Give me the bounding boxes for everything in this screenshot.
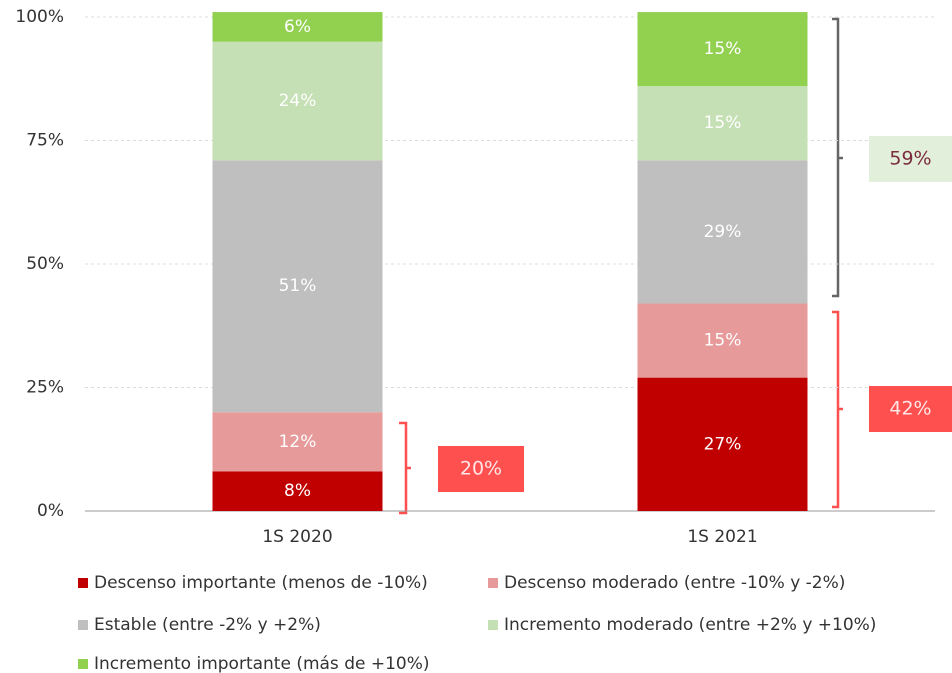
data-label: 15% [704,39,742,59]
bar-segment [212,412,383,472]
data-label: 8% [284,481,311,501]
bar-segment [212,12,383,42]
data-label: 12% [279,432,317,452]
bar-segment [637,377,808,511]
annotation-label: 59% [889,148,931,170]
y-tick-label: 50% [26,254,64,274]
bar-segment [637,303,808,378]
y-tick-label: 0% [37,501,64,521]
bracket [832,17,843,298]
legend-swatch [488,620,498,630]
data-label: 24% [279,91,317,111]
y-tick-label: 75% [26,131,64,151]
bar-segment [637,12,808,87]
legend-label: Estable (entre -2% y +2%) [94,615,321,635]
bar-segment [637,160,808,304]
data-label: 29% [704,222,742,242]
data-label: 15% [704,113,742,133]
bar-segment [212,41,383,161]
annotation-box [869,386,952,432]
y-tick-label: 25% [26,378,64,398]
data-label: 15% [704,331,742,351]
legend-label: Incremento moderado (entre +2% y +10%) [504,615,876,635]
legend-label: Incremento importante (más de +10%) [94,654,430,673]
legend-swatch [78,620,88,630]
data-label: 27% [704,434,742,454]
annotation-label: 20% [460,458,502,480]
y-tick-label: 100% [15,7,64,27]
bracket [399,421,411,515]
data-label: 51% [279,276,317,296]
bar-segment [212,160,383,413]
annotation-box [869,136,952,182]
legend-label: Descenso moderado (entre -10% y -2%) [504,573,845,593]
bracket [832,310,843,509]
annotation-box [438,446,524,492]
legend-label: Descenso importante (menos de -10%) [94,573,428,593]
annotation-label: 42% [889,398,931,420]
x-tick-label: 1S 2020 [262,527,332,547]
x-tick-label: 1S 2021 [687,527,757,547]
legend-swatch [78,578,88,588]
legend-swatch [488,578,498,588]
data-label: 6% [284,17,311,37]
bar-segment [637,86,808,161]
bar-segment [212,471,383,511]
legend-swatch [78,659,88,669]
brackets [399,17,843,515]
